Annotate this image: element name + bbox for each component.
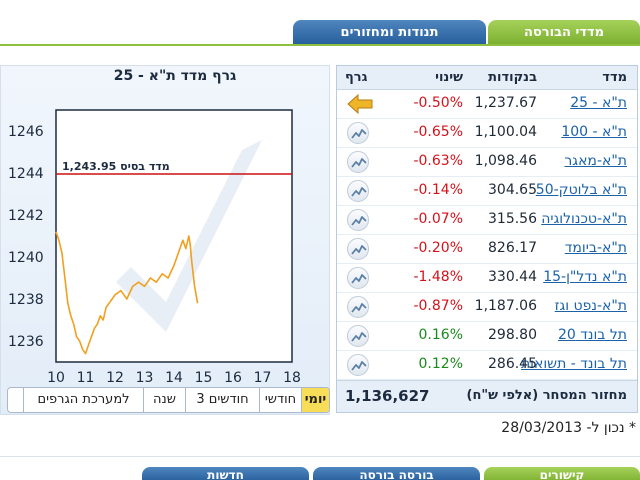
index-change: 0.12%	[418, 356, 463, 372]
bottom-tab-links[interactable]: קישורים	[484, 467, 640, 480]
index-change: -0.65%	[413, 124, 463, 140]
table-row: תל בונד 20 298.80 0.16%	[337, 322, 637, 351]
range-button-group: יומי חודשי 3 חודשים שנה למערכת הגרפים	[7, 387, 330, 413]
x-tick-label: 16	[224, 370, 242, 385]
sparkline-icon[interactable]	[347, 354, 369, 376]
index-name-link[interactable]: ת"א - 100	[561, 124, 627, 140]
index-points: 1,187.06	[474, 298, 537, 314]
index-name-link[interactable]: תל בונד 20	[557, 327, 627, 343]
table-row: תל בונד - תשואות 286.45 0.12%	[337, 351, 637, 380]
y-tick-label: 1246	[8, 124, 44, 140]
index-name-link[interactable]: ת"א נדל"ן-15	[543, 269, 627, 285]
header-chart: גרף	[345, 70, 368, 85]
range-button-2[interactable]: 3 חודשים	[185, 388, 259, 412]
index-name-link[interactable]: תל בונד - תשואות	[520, 356, 627, 372]
watermark-icon	[116, 140, 262, 332]
bottom-tab-exchange[interactable]: בורסה בורסה	[313, 467, 480, 480]
range-button-4[interactable]: למערכת הגרפים	[23, 388, 143, 412]
table-row: ת"א - 100 1,100.04 -0.65%	[337, 119, 637, 148]
y-tick-label: 1242	[8, 208, 44, 224]
x-tick-label: 17	[254, 370, 272, 385]
sparkline-icon[interactable]	[347, 122, 369, 144]
index-name-link[interactable]: ת"א-מאגר	[564, 153, 627, 169]
index-points: 1,100.04	[474, 124, 537, 140]
x-tick-label: 15	[195, 370, 213, 385]
index-name-link[interactable]: ת"א-נפט וגז	[554, 298, 627, 314]
sparkline-icon[interactable]	[347, 267, 369, 289]
turnover-label: מחזור המסחר (אלפי ש"ח)	[466, 388, 628, 403]
index-change: -0.14%	[413, 182, 463, 198]
base-label: מדד בסיס 1,243.95	[62, 160, 170, 173]
index-points: 315.56	[488, 211, 537, 227]
table-row: ת"א בלוטק-50 304.65 -0.14%	[337, 177, 637, 206]
line-chart: 1236 1238 1240 1242 1244 1246 10 11 12 13 14 15 16 17…	[8, 109, 301, 385]
sparkline-icon[interactable]	[347, 209, 369, 231]
index-name-link[interactable]: ת"א - 25	[570, 95, 627, 111]
bottom-divider	[0, 456, 640, 457]
indices-table: מדד בנקודות שינוי גרף ת"א - 25 1,237.67 -0…	[336, 65, 638, 413]
y-tick-label: 1238	[8, 292, 44, 308]
tab-volatility-turnover[interactable]: תנודות ומחזורים	[293, 20, 486, 46]
index-change: -0.50%	[413, 95, 463, 111]
sparkline-icon[interactable]	[347, 296, 369, 318]
sparkline-icon[interactable]	[347, 238, 369, 260]
header-points: בנקודות	[488, 70, 537, 85]
y-tick-label: 1244	[8, 166, 44, 182]
index-name-link[interactable]: ת"א בלוטק-50	[535, 182, 627, 198]
index-change: -1.48%	[413, 269, 463, 285]
x-tick-label: 10	[47, 370, 65, 385]
series-line	[55, 231, 199, 355]
index-name-link[interactable]: ת"א-ביומד	[564, 240, 627, 256]
header-change: שינוי	[435, 70, 463, 85]
updated-note: * נכון ל- 28/03/2013	[501, 420, 636, 436]
index-points: 826.17	[488, 240, 537, 256]
index-points: 298.80	[488, 327, 537, 343]
chart-title: גרף מדד ת"א - 25	[113, 68, 237, 84]
index-points: 1,237.67	[474, 95, 537, 111]
x-tick-label: 11	[77, 370, 95, 385]
turnover-value: 1,136,627	[345, 387, 430, 405]
index-points: 330.44	[488, 269, 537, 285]
y-tick-label: 1236	[8, 334, 44, 350]
table-row: ת"א-טכנולוגיה 315.56 -0.07%	[337, 206, 637, 235]
index-change: 0.16%	[418, 327, 463, 343]
index-change: -0.07%	[413, 211, 463, 227]
tab-underline	[0, 44, 640, 46]
tab-bar: תנודות ומחזורים מדדי הבורסה	[0, 0, 640, 46]
table-row: ת"א-ביומד 826.17 -0.20%	[337, 235, 637, 264]
range-button-0[interactable]: יומי	[301, 388, 329, 412]
table-row: ת"א נדל"ן-15 330.44 -1.48%	[337, 264, 637, 293]
table-row: ת"א - 25 1,237.67 -0.50%	[337, 90, 637, 119]
sparkline-icon[interactable]	[347, 151, 369, 173]
tab-market-indices[interactable]: מדדי הבורסה	[488, 20, 640, 46]
arrow-left-icon[interactable]	[347, 93, 373, 115]
x-tick-label: 13	[136, 370, 154, 385]
table-header: מדד בנקודות שינוי גרף	[337, 66, 637, 90]
index-points: 304.65	[488, 182, 537, 198]
table-footer: מחזור המסחר (אלפי ש"ח) 1,136,627	[337, 380, 637, 412]
index-points: 286.45	[488, 356, 537, 372]
range-button-3[interactable]: שנה	[143, 388, 185, 412]
index-change: -0.20%	[413, 240, 463, 256]
sparkline-icon[interactable]	[347, 180, 369, 202]
table-row: ת"א-מאגר 1,098.46 -0.63%	[337, 148, 637, 177]
bottom-tab-news[interactable]: חדשות	[142, 467, 309, 480]
index-name-link[interactable]: ת"א-טכנולוגיה	[541, 211, 627, 227]
header-name: מדד	[602, 70, 627, 85]
sparkline-icon[interactable]	[347, 325, 369, 347]
index-change: -0.63%	[413, 153, 463, 169]
x-tick-label: 12	[106, 370, 124, 385]
index-points: 1,098.46	[474, 153, 537, 169]
y-tick-label: 1240	[8, 250, 44, 266]
index-change: -0.87%	[413, 298, 463, 314]
x-tick-label: 18	[283, 370, 301, 385]
table-row: ת"א-נפט וגז 1,187.06 -0.87%	[337, 293, 637, 322]
range-button-1[interactable]: חודשי	[259, 388, 301, 412]
x-tick-label: 14	[165, 370, 183, 385]
